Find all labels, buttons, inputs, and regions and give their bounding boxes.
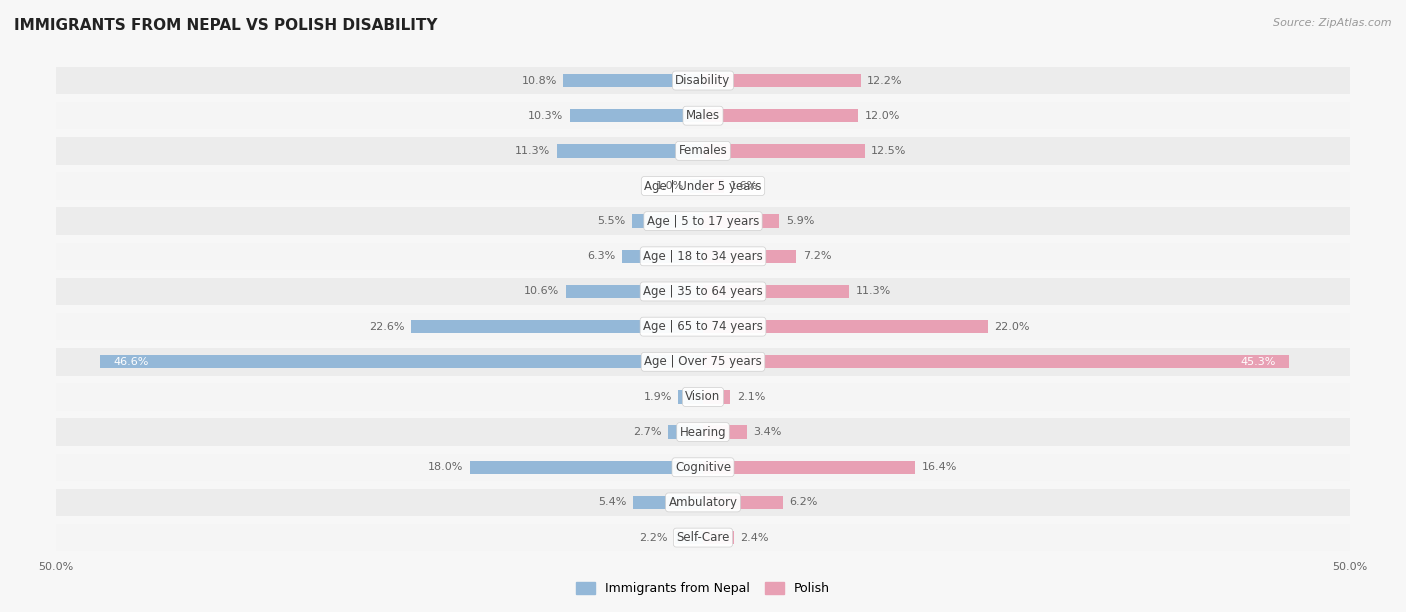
Text: 2.2%: 2.2%	[640, 532, 668, 543]
Bar	[56, 137, 1350, 165]
Text: Disability: Disability	[675, 74, 731, 87]
Bar	[56, 313, 1350, 340]
Text: Age | 18 to 34 years: Age | 18 to 34 years	[643, 250, 763, 263]
Text: 12.2%: 12.2%	[868, 75, 903, 86]
Text: Age | 5 to 17 years: Age | 5 to 17 years	[647, 215, 759, 228]
Text: 2.4%: 2.4%	[741, 532, 769, 543]
Bar	[56, 489, 1350, 516]
Bar	[703, 179, 724, 193]
Bar	[703, 390, 730, 404]
Bar	[621, 250, 703, 263]
Text: 16.4%: 16.4%	[921, 462, 957, 472]
Bar	[633, 496, 703, 509]
Text: Females: Females	[679, 144, 727, 157]
Bar	[690, 179, 703, 193]
Text: 5.4%: 5.4%	[599, 498, 627, 507]
Text: 22.6%: 22.6%	[368, 322, 404, 332]
Text: Self-Care: Self-Care	[676, 531, 730, 544]
Text: 5.9%: 5.9%	[786, 216, 814, 226]
Bar	[56, 278, 1350, 305]
Text: 12.0%: 12.0%	[865, 111, 900, 121]
Bar	[56, 173, 1350, 200]
Bar	[668, 425, 703, 439]
Bar	[56, 67, 1350, 94]
Text: 11.3%: 11.3%	[515, 146, 550, 156]
Text: 5.5%: 5.5%	[598, 216, 626, 226]
Bar	[703, 355, 1289, 368]
Text: 6.3%: 6.3%	[586, 252, 614, 261]
Bar	[703, 214, 779, 228]
Text: Source: ZipAtlas.com: Source: ZipAtlas.com	[1274, 18, 1392, 28]
Bar	[703, 531, 734, 544]
Text: 10.8%: 10.8%	[522, 75, 557, 86]
Bar	[565, 285, 703, 298]
Bar	[631, 214, 703, 228]
Text: Age | Under 5 years: Age | Under 5 years	[644, 179, 762, 193]
Text: 18.0%: 18.0%	[429, 462, 464, 472]
Bar	[100, 355, 703, 368]
Text: 2.7%: 2.7%	[633, 427, 662, 437]
Text: Ambulatory: Ambulatory	[668, 496, 738, 509]
Text: 7.2%: 7.2%	[803, 252, 831, 261]
Text: Hearing: Hearing	[679, 425, 727, 439]
Text: 22.0%: 22.0%	[994, 322, 1029, 332]
Text: 1.0%: 1.0%	[655, 181, 683, 191]
Bar	[703, 109, 858, 122]
Bar	[564, 74, 703, 88]
Text: 46.6%: 46.6%	[112, 357, 149, 367]
Bar	[703, 496, 783, 509]
Bar	[675, 531, 703, 544]
Text: Age | Over 75 years: Age | Over 75 years	[644, 356, 762, 368]
Bar	[56, 207, 1350, 235]
Bar	[569, 109, 703, 122]
Text: Vision: Vision	[685, 390, 721, 403]
Bar	[703, 250, 796, 263]
Text: 2.1%: 2.1%	[737, 392, 765, 402]
Text: 12.5%: 12.5%	[872, 146, 907, 156]
Bar	[703, 425, 747, 439]
Legend: Immigrants from Nepal, Polish: Immigrants from Nepal, Polish	[571, 577, 835, 600]
Text: 11.3%: 11.3%	[856, 286, 891, 296]
Bar	[411, 320, 703, 334]
Bar	[703, 74, 860, 88]
Text: 3.4%: 3.4%	[754, 427, 782, 437]
Bar	[703, 320, 987, 334]
Text: Males: Males	[686, 109, 720, 122]
Bar	[56, 524, 1350, 551]
Bar	[703, 285, 849, 298]
Text: 6.2%: 6.2%	[790, 498, 818, 507]
Bar	[56, 348, 1350, 376]
Text: 10.6%: 10.6%	[524, 286, 560, 296]
Text: IMMIGRANTS FROM NEPAL VS POLISH DISABILITY: IMMIGRANTS FROM NEPAL VS POLISH DISABILI…	[14, 18, 437, 34]
Text: 45.3%: 45.3%	[1240, 357, 1277, 367]
Text: 1.6%: 1.6%	[730, 181, 758, 191]
Bar	[703, 144, 865, 157]
Bar	[56, 383, 1350, 411]
Bar	[703, 461, 915, 474]
Bar	[679, 390, 703, 404]
Bar	[470, 461, 703, 474]
Text: Age | 35 to 64 years: Age | 35 to 64 years	[643, 285, 763, 298]
Bar	[56, 419, 1350, 446]
Text: Cognitive: Cognitive	[675, 461, 731, 474]
Bar	[56, 242, 1350, 270]
Text: Age | 65 to 74 years: Age | 65 to 74 years	[643, 320, 763, 333]
Text: 1.9%: 1.9%	[644, 392, 672, 402]
Bar	[56, 102, 1350, 129]
Text: 10.3%: 10.3%	[529, 111, 564, 121]
Bar	[56, 453, 1350, 481]
Bar	[557, 144, 703, 157]
